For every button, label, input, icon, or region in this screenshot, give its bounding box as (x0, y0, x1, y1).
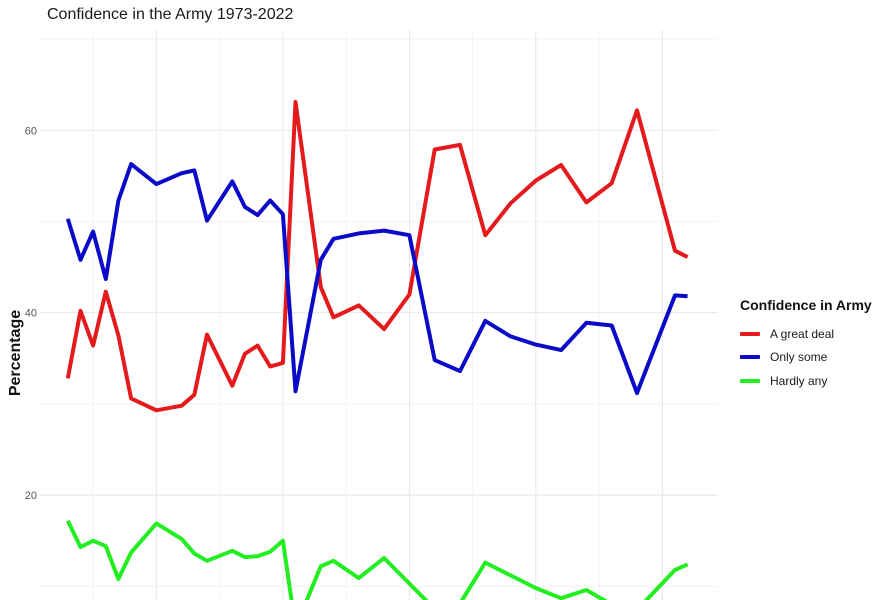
legend-item-hardly-any: Hardly any (740, 369, 872, 393)
legend-label: Hardly any (770, 373, 828, 388)
y-axis-label-wrap: Percentage (6, 310, 26, 396)
legend: Confidence in Army A great deal Only som… (740, 297, 872, 393)
legend-swatch (740, 355, 760, 360)
legend-item-only-some: Only some (740, 346, 872, 370)
series-line-hardly-any (65, 519, 689, 600)
series-line-only-some (65, 162, 688, 395)
series-line-a-great-deal (65, 100, 689, 413)
legend-label: Only some (770, 350, 828, 365)
y-axis-label: Percentage (7, 309, 24, 397)
series-lines (65, 100, 689, 600)
legend-swatch (740, 331, 760, 336)
y-tick-label: 20 (25, 490, 37, 502)
legend-label: A great deal (770, 326, 835, 341)
legend-item-a-great-deal: A great deal (740, 322, 872, 346)
gridlines (40, 30, 718, 600)
y-tick-label: 40 (25, 308, 37, 320)
y-tick-label: 60 (25, 125, 37, 137)
legend-title: Confidence in Army (740, 297, 872, 313)
chart-title: Confidence in the Army 1973-2022 (47, 6, 294, 23)
y-tick-labels: 20 40 60 (25, 125, 37, 502)
legend-swatch (740, 378, 760, 383)
